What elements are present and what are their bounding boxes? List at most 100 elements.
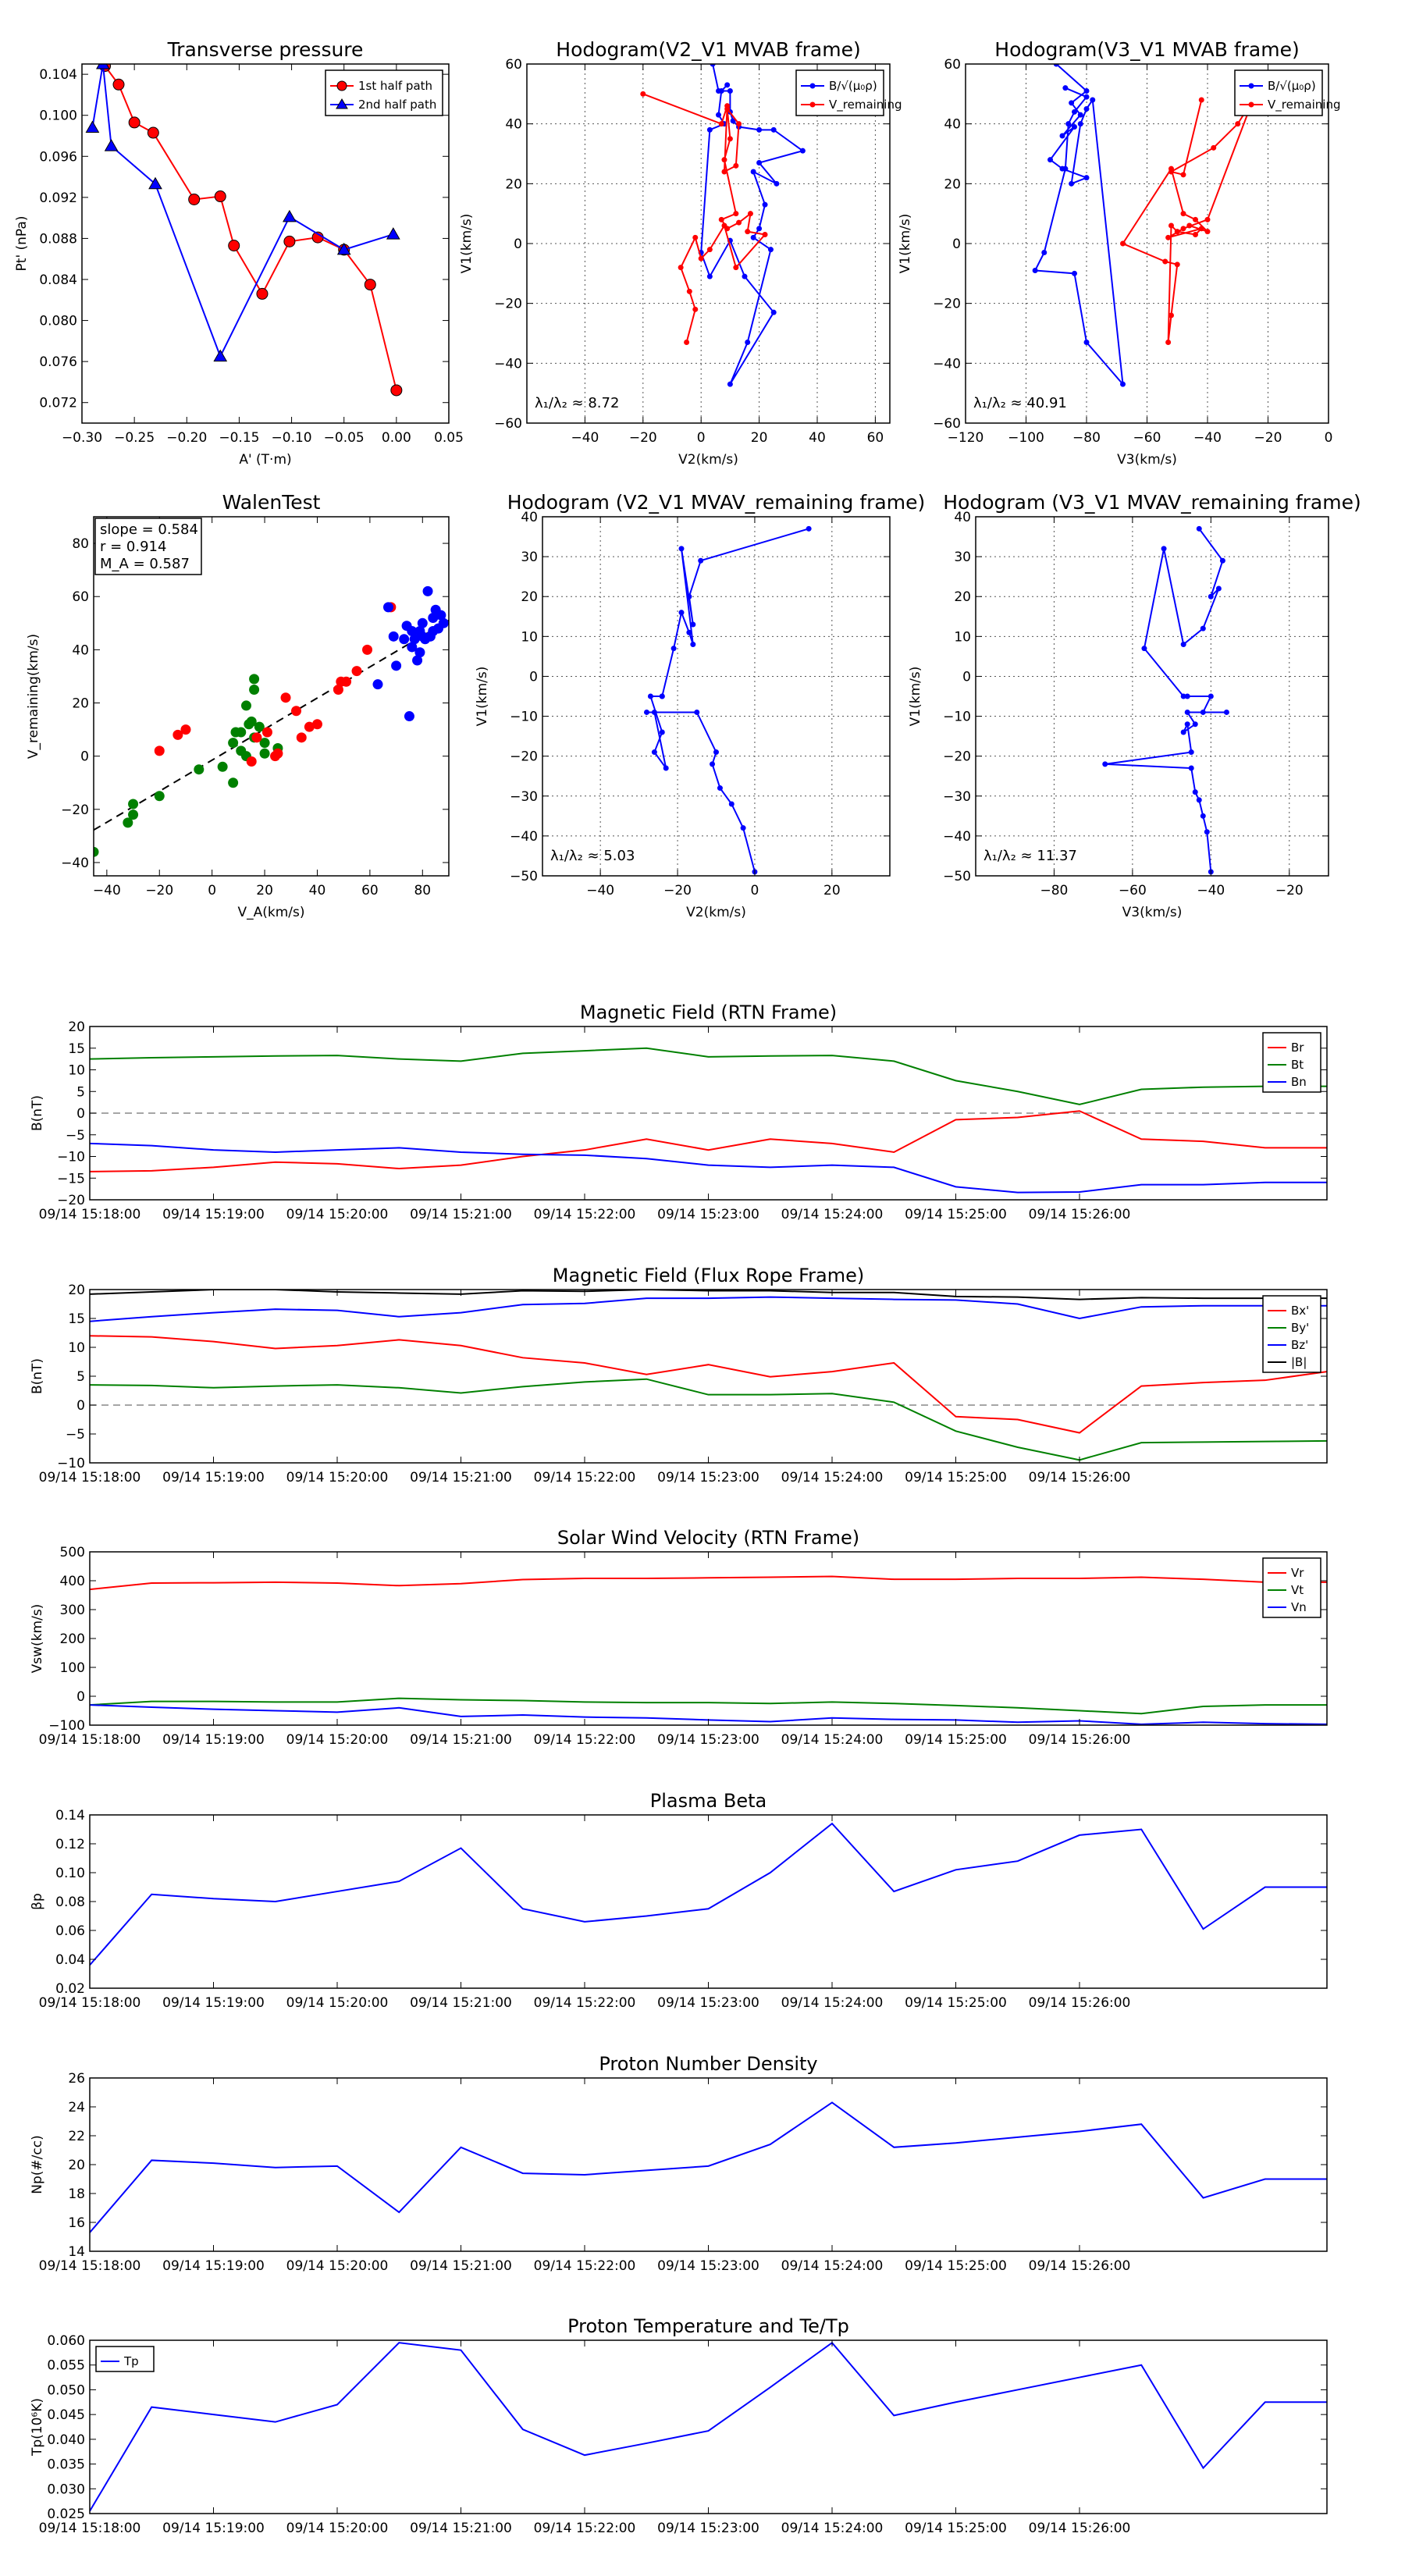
x-tick-label: 09/14 15:19:00	[162, 2258, 265, 2274]
x-tick-label: −20	[663, 883, 692, 898]
data-point	[721, 169, 727, 175]
legend-marker	[809, 83, 816, 89]
data-point	[806, 525, 812, 532]
x-tick-label: 0.05	[434, 430, 464, 446]
data-point	[799, 148, 806, 154]
x-axis-label: V2(km/s)	[686, 905, 746, 920]
legend-label: |B|	[1291, 1355, 1307, 1369]
x-tick-label: 09/14 15:21:00	[410, 1207, 512, 1222]
data-point	[1065, 121, 1072, 127]
chart-title: Hodogram (V3_V1 MVAV_remaining frame)	[943, 491, 1361, 514]
data-point	[1032, 268, 1038, 273]
data-point	[188, 193, 201, 205]
data-point	[404, 711, 414, 722]
x-tick-label: 09/14 15:20:00	[286, 1995, 389, 2011]
x-tick-label: −20	[1254, 430, 1282, 446]
y-tick-label: 20	[68, 1019, 85, 1035]
y-tick-label: −100	[48, 1718, 85, 1734]
data-point	[762, 232, 768, 237]
axes-frame	[81, 63, 450, 424]
data-point	[154, 791, 165, 802]
data-point	[1168, 222, 1174, 229]
y-tick-label: 500	[60, 1545, 85, 1560]
series-line	[90, 1822, 1327, 1966]
y-tick-label: 400	[60, 1574, 85, 1589]
y-tick-label: −10	[57, 1150, 85, 1165]
data-point	[1192, 721, 1198, 728]
chart-title: Proton Number Density	[599, 2053, 817, 2075]
chart-vsw: Solar Wind Velocity (RTN Frame) 09/14 15:…	[30, 1527, 1328, 1748]
x-tick-label: 09/14 15:18:00	[39, 1732, 141, 1748]
y-tick-label: 0.060	[47, 2333, 85, 2349]
series-line	[700, 64, 805, 385]
data-point	[1174, 229, 1180, 235]
x-tick-label: 09/14 15:26:00	[1029, 1207, 1131, 1222]
data-point	[770, 309, 777, 315]
y-tick-label: 0.088	[39, 231, 77, 247]
y-tick-label: −20	[510, 749, 538, 765]
y-tick-label: 0.092	[39, 190, 77, 206]
data-point	[727, 381, 733, 387]
x-tick-label: 09/14 15:25:00	[905, 1207, 1007, 1222]
data-point	[1198, 97, 1204, 103]
plot-area	[90, 1822, 1327, 1966]
y-tick-label: 20	[521, 589, 538, 605]
y-tick-label: −50	[943, 869, 971, 884]
data-point	[1180, 693, 1186, 699]
legend	[1262, 1032, 1321, 1093]
data-point	[1204, 229, 1211, 235]
data-point	[684, 340, 690, 345]
y-tick-label: 40	[505, 117, 522, 133]
x-tick-label: 09/14 15:22:00	[534, 1470, 636, 1485]
data-point	[1120, 381, 1126, 387]
legend-label: Br	[1291, 1041, 1304, 1055]
chart-h31: Hodogram(V3_V1 MVAB frame) −120 −100 −80 −60…	[898, 38, 1341, 468]
x-tick-label: −60	[1119, 883, 1147, 898]
data-point	[409, 634, 420, 645]
data-point	[1168, 312, 1174, 318]
data-point	[228, 777, 239, 788]
chart-title: Hodogram (V2_V1 MVAV_remaining frame)	[507, 491, 926, 514]
y-tick-label: −40	[943, 829, 971, 845]
plot-area	[90, 1575, 1327, 1725]
y-tick-label: 0	[76, 1689, 85, 1705]
y-tick-label: 26	[68, 2071, 85, 2087]
y-tick-label: −20	[57, 1193, 85, 1208]
data-point	[651, 709, 657, 715]
legend-label: Vn	[1291, 1600, 1307, 1614]
data-point	[236, 727, 247, 738]
data-point	[407, 626, 418, 637]
legend-label: Bt	[1291, 1058, 1304, 1072]
y-tick-label: 15	[68, 1041, 85, 1057]
x-tick-label: 0	[697, 430, 706, 446]
data-point	[194, 764, 205, 775]
data-point	[1059, 133, 1065, 139]
data-point	[1083, 175, 1090, 181]
y-axis-label: V1(km/s)	[908, 667, 923, 727]
y-tick-label: 0.14	[55, 1808, 85, 1823]
data-point	[251, 732, 262, 743]
data-point	[1180, 642, 1186, 648]
data-point	[417, 617, 428, 628]
data-point	[1048, 157, 1053, 163]
y-tick-label: 0.10	[55, 1866, 85, 1881]
data-point	[1180, 172, 1186, 178]
chart-bflux: Magnetic Field (Flux Rope Frame) 09/14 15…	[30, 1265, 1328, 1485]
y-tick-label: 0.02	[55, 1981, 85, 1997]
data-point	[690, 621, 696, 628]
data-point	[1072, 270, 1077, 276]
y-tick-label: 10	[521, 629, 538, 645]
y-tick-label: 100	[60, 1660, 85, 1676]
data-point	[724, 82, 731, 88]
x-tick-label: 80	[414, 883, 431, 898]
x-tick-label: 40	[309, 883, 326, 898]
data-point	[690, 642, 696, 648]
x-tick-label: 09/14 15:18:00	[39, 1207, 141, 1222]
y-tick-label: 0.06	[55, 1923, 85, 1939]
data-point	[228, 738, 239, 749]
data-point	[1165, 340, 1172, 345]
y-tick-label: 40	[944, 117, 961, 133]
data-point	[756, 126, 763, 133]
data-point	[678, 610, 685, 616]
y-tick-label: −5	[66, 1427, 85, 1443]
